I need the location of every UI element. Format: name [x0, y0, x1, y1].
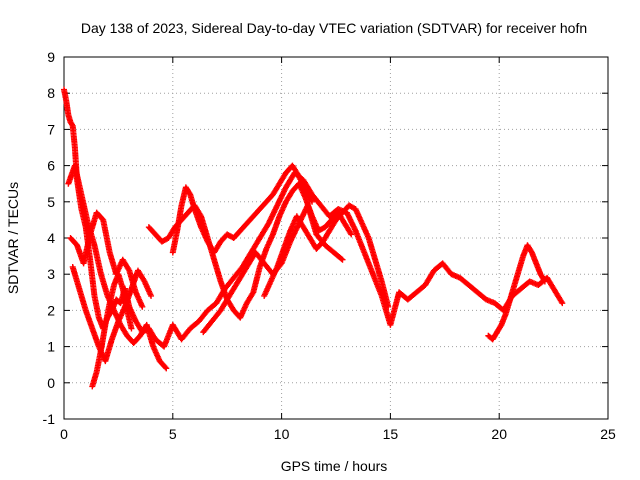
data-point [309, 198, 316, 205]
series-arc-a [65, 162, 316, 372]
data-point [339, 256, 346, 263]
chart-title: Day 138 of 2023, Sidereal Day-to-day VTE… [81, 20, 587, 36]
y-tick-label: 4 [47, 230, 55, 246]
data-point [385, 303, 392, 310]
x-tick-label: 15 [383, 426, 399, 442]
data-point [162, 364, 169, 371]
data-point [139, 303, 146, 310]
data-point [148, 292, 155, 299]
series-arc-b [67, 180, 355, 321]
series-arc-d [89, 202, 548, 390]
data-point [348, 231, 355, 238]
y-tick-label: 0 [47, 375, 55, 391]
y-axis-label: SDTVAR / TECUs [5, 182, 21, 294]
data-point [163, 365, 170, 372]
y-tick-label: 8 [47, 85, 55, 101]
y-tick-label: 6 [47, 158, 55, 174]
x-tick-label: 5 [169, 426, 177, 442]
y-tick-label: 7 [47, 121, 55, 137]
y-tick-label: 2 [47, 302, 55, 318]
y-tick-label: -1 [43, 411, 56, 427]
y-tick-label: 5 [47, 194, 55, 210]
x-tick-label: 25 [600, 426, 616, 442]
data-point [541, 278, 548, 285]
data-points [61, 86, 566, 390]
data-point [338, 255, 345, 262]
x-tick-label: 10 [274, 426, 290, 442]
grid [64, 57, 608, 419]
y-tick-label: 3 [47, 266, 55, 282]
y-tick-label: 9 [47, 49, 55, 65]
data-point [541, 277, 548, 284]
x-axis-label: GPS time / hours [281, 458, 388, 474]
data-point [128, 325, 135, 332]
data-point [68, 121, 75, 128]
series-arc-c [69, 202, 346, 365]
y-tick-label: 1 [47, 339, 55, 355]
x-tick-label: 0 [60, 426, 68, 442]
x-tick-label: 20 [491, 426, 507, 442]
data-point [559, 300, 566, 307]
